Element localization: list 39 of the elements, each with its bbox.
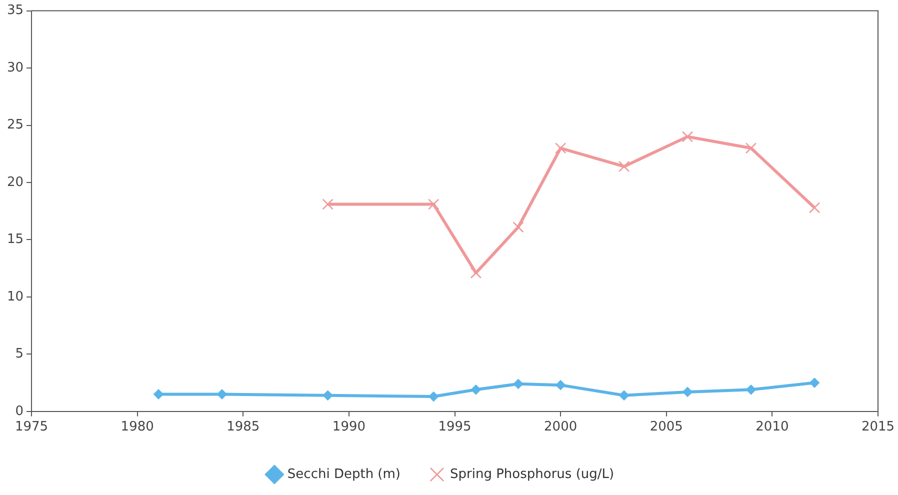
x-tick-label: 1995 bbox=[438, 420, 472, 435]
point bbox=[682, 131, 694, 142]
point bbox=[154, 389, 164, 400]
point bbox=[470, 267, 482, 279]
point bbox=[512, 222, 524, 233]
point bbox=[746, 384, 756, 395]
point bbox=[808, 202, 820, 214]
point bbox=[216, 389, 227, 400]
legend-label: Secchi Depth (m) bbox=[287, 466, 401, 482]
x-tick-label: 1990 bbox=[332, 420, 366, 435]
y-tick-label: 25 bbox=[6, 118, 24, 133]
x-tick-label: 2005 bbox=[650, 420, 683, 435]
point bbox=[513, 378, 524, 389]
point bbox=[428, 198, 440, 210]
y-tick-label: 35 bbox=[6, 3, 24, 18]
y-tick-label: 10 bbox=[6, 289, 24, 304]
y-tick-label: 20 bbox=[6, 174, 24, 190]
x-tick-label: 1975 bbox=[14, 420, 48, 435]
point bbox=[322, 198, 334, 210]
x-tick-label: 2000 bbox=[544, 420, 578, 435]
y-tick-label: 30 bbox=[6, 60, 24, 76]
y-tick-label: 15 bbox=[6, 232, 24, 248]
x-tick-label: 2010 bbox=[756, 420, 789, 435]
point bbox=[745, 142, 757, 154]
point bbox=[810, 378, 820, 388]
y-tick-label: 0 bbox=[15, 404, 24, 419]
point bbox=[322, 390, 333, 400]
point bbox=[428, 392, 439, 402]
y-tick-label: 5 bbox=[15, 346, 24, 362]
x-tick-label: 2015 bbox=[861, 420, 895, 435]
point bbox=[470, 384, 481, 395]
legend-label: Spring Phosphorus (ug/L) bbox=[450, 466, 614, 482]
x-tick-label: 1985 bbox=[226, 420, 260, 435]
point bbox=[619, 390, 630, 400]
point bbox=[556, 380, 566, 390]
point bbox=[554, 142, 566, 154]
x-tick-label: 1980 bbox=[120, 420, 154, 435]
point bbox=[618, 160, 630, 172]
point bbox=[682, 386, 693, 397]
